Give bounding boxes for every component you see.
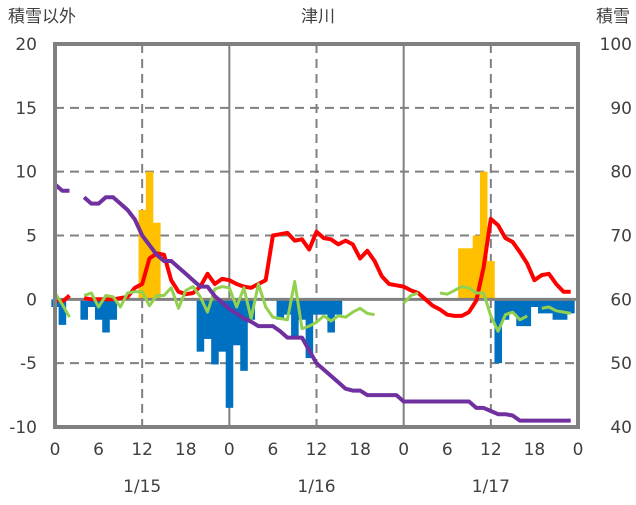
right-y-tick-label: 40 [610,418,632,438]
plot-frame [53,42,580,429]
negative_bars-bar [501,299,510,320]
negative_bars-bar [232,299,241,346]
negative_bars-bar [58,299,67,325]
negative_bars-bar [87,299,96,307]
negative_bars-bar [240,299,248,371]
left-y-tick-label: 15 [15,99,37,119]
x-tick-label: 18 [524,440,546,460]
negative_bars-bar [530,299,539,307]
snowfall_bars-bar [145,171,154,300]
snowfall_bars-bar [138,209,147,300]
snowfall_bars-bar [479,171,488,300]
right-y-tick-label: 60 [610,290,632,310]
right-y-tick-label: 90 [610,99,632,119]
x-tick-label: 12 [306,440,328,460]
negative_bars-bar [203,299,212,339]
negative_bars-bar [320,299,328,315]
negative_bars-bar [538,299,546,314]
x-tick-label: 6 [442,440,453,460]
snowfall_bars-bar [487,261,495,300]
negative_bars-bar [109,299,118,320]
left-y-tick-label: 20 [15,35,37,55]
negative_bars-bar [516,299,524,327]
negative_bars-bar [523,299,532,327]
right-y-tick-label: 70 [610,227,632,247]
left-axis-title: 積雪以外 [8,7,76,27]
snowfall_bars-bar [465,248,473,300]
negative_bars-bar [291,299,299,337]
negative_bars-bar [276,299,285,320]
negative_bars-bar [225,299,234,408]
negative_bars-bar [80,299,88,320]
negative_bars-bar [334,299,343,315]
right-axis-title: 積雪 [596,7,630,27]
negative_bars-bar [567,299,575,314]
x-tick-label: 0 [573,440,584,460]
negative_bars-bar [327,299,335,333]
x-tick-label: 0 [398,440,409,460]
snowfall_bars-bar [153,222,161,300]
left-y-tick-label: 5 [26,227,37,247]
negative_bars-bar [298,299,306,320]
x-tick-label: 18 [349,440,371,460]
x-tick-label: 6 [93,440,104,460]
right-y-tick-label: 80 [610,163,632,183]
negative_bars-bar [196,299,205,352]
x-tick-label: 6 [268,440,279,460]
date-label: 1/16 [297,477,335,497]
right-y-tick-label: 50 [610,354,632,374]
x-tick-label: 12 [131,440,153,460]
right-y-tick-label: 100 [600,35,632,55]
negative_bars-bar [508,299,517,314]
chart-title: 津川 [301,7,335,27]
date-label: 1/17 [472,477,510,497]
negative_bars-bar [102,299,110,333]
x-tick-label: 12 [480,440,502,460]
x-tick-label: 18 [175,440,197,460]
date-label: 1/15 [123,477,161,497]
left-y-tick-label: -5 [20,354,37,374]
negative_bars-bar [94,299,103,320]
negative_bars-bar [283,299,292,315]
x-tick-label: 0 [50,440,61,460]
negative_bars-bar [211,299,219,365]
negative_bars-bar [559,299,568,320]
left-y-tick-label: -10 [9,418,37,438]
left-y-tick-label: 10 [15,163,37,183]
left-y-tick-label: 0 [26,290,37,310]
series-lines [53,182,571,423]
negative_bars-bar [312,299,321,315]
snow_depth [53,182,571,423]
snowfall_bars-bar [472,235,481,300]
negative_bars-bar [218,299,227,352]
negative_bars-bar [247,299,256,320]
negative_bars-bar [305,299,314,359]
snowfall_bars-bar [458,248,466,300]
green_line [53,280,571,333]
bars [51,171,575,408]
x-tick-label: 0 [224,440,235,460]
